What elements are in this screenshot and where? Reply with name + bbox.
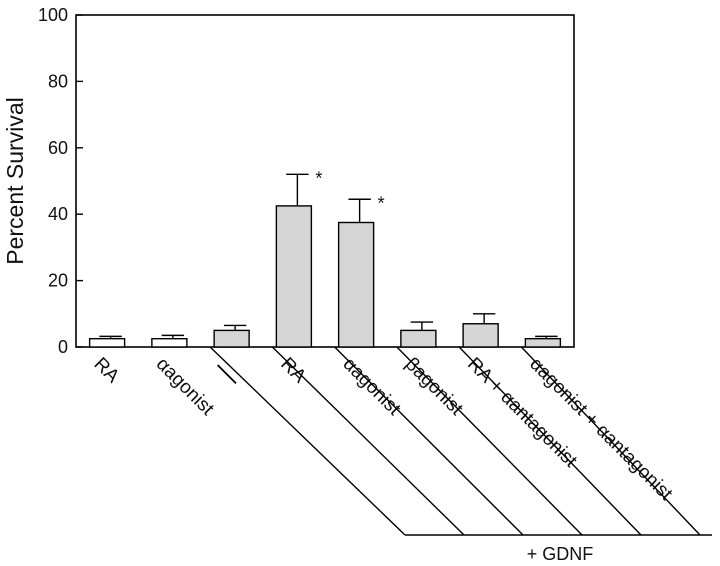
gdnf-divider [209,346,406,536]
y-tick-label: 0 [58,337,68,357]
y-tick-label: 60 [48,138,68,158]
bars: ** [88,168,562,348]
bar [524,338,562,348]
y-axis-label: Percent Survival [2,97,28,264]
category-label: αagonist [339,354,405,420]
dash-label [216,364,237,385]
gdnf-bracket: + GDNF [209,346,712,564]
gdnf-divider [271,346,465,536]
category-label-text: RA [90,354,124,388]
gdnf-divider [458,346,642,536]
category-label: RA [90,354,124,388]
category-label: — [216,364,237,385]
bar [275,205,313,348]
y-tick-label: 40 [48,204,68,224]
category-label-text: αagonist [152,354,218,420]
bar [151,338,188,348]
gdnf-divider [520,346,701,536]
bar [400,329,437,348]
category-label-text: RA [276,354,310,388]
gdnf-label: + GDNF [527,544,594,564]
bar [462,323,499,348]
category-label: RA [276,354,310,388]
category-label-text: αagonist [339,354,405,420]
plot-frame [75,14,575,348]
axes: 0 20 40 60 80 100 Percent Survival [2,5,575,357]
y-tick-label: 100 [38,5,68,25]
bar [337,221,375,348]
dash-label-text: — [217,364,219,366]
category-label: αagonist [152,354,218,420]
category-label: βagonist [401,354,467,420]
significance-marker: * [378,193,385,213]
significance-marker: * [315,168,322,188]
bar [213,329,250,348]
gdnf-divider [334,346,524,536]
bar [88,338,126,348]
y-tick-label: 20 [48,271,68,291]
category-label-text: βagonist [401,354,467,420]
gdnf-divider [396,346,583,536]
y-tick-label: 80 [48,71,68,91]
